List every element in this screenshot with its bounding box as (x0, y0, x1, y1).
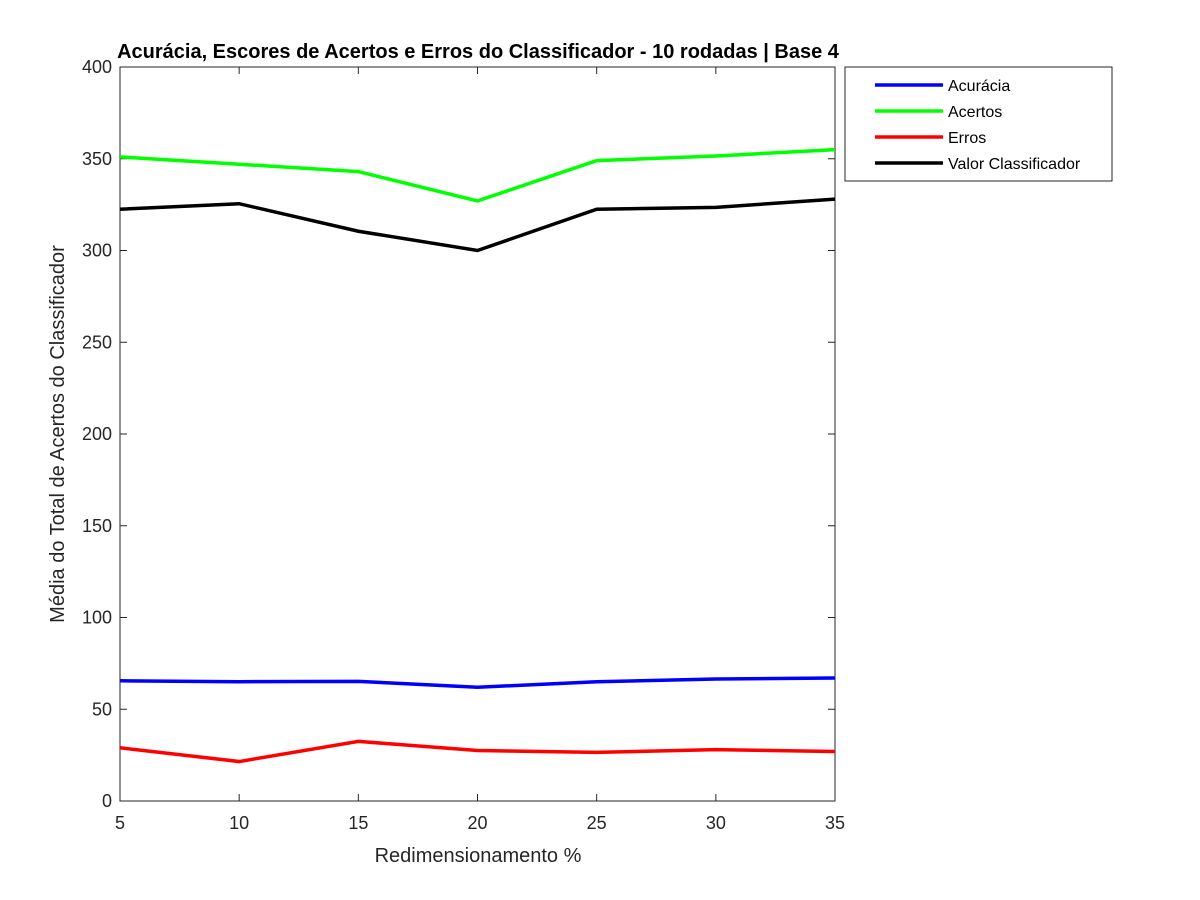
x-axis-label: Redimensionamento % (375, 845, 582, 867)
x-tick-label: 20 (467, 813, 487, 833)
series-line-4 (119, 197, 836, 253)
y-tick-label: 150 (82, 516, 112, 536)
y-tick-label: 300 (82, 241, 112, 261)
y-tick-label: 400 (82, 57, 112, 77)
y-tick-label: 350 (82, 149, 112, 169)
y-tick-label: 250 (82, 332, 112, 352)
legend: Acurácia Acertos Erros Valor Classificador (844, 66, 1113, 182)
series-line-1 (119, 676, 836, 689)
series-line-3 (119, 739, 836, 764)
legend-entry-label: Acurácia (948, 78, 1010, 95)
axes-box (119, 66, 836, 802)
legend-entry-label: Erros (948, 130, 986, 147)
legend-entry-label: Valor Classificador (948, 156, 1081, 173)
y-axis-label: Média do Total de Acertos do Classificad… (47, 245, 69, 623)
x-tick-label: 30 (706, 813, 726, 833)
x-tick-label: 5 (115, 813, 125, 833)
x-tick-label: 25 (587, 813, 607, 833)
x-tick-label: 15 (348, 813, 368, 833)
x-tick-label: 35 (825, 813, 845, 833)
chart-title: Acurácia, Escores de Acertos e Erros do … (117, 41, 840, 63)
x-tick-label: 10 (229, 813, 249, 833)
y-tick-label: 50 (92, 699, 112, 719)
legend-entry-label: Acertos (948, 104, 1002, 121)
y-tick-label: 0 (102, 791, 112, 811)
y-tick-label: 100 (82, 608, 112, 628)
y-tick-label: 200 (82, 424, 112, 444)
series-line-2 (119, 147, 836, 203)
